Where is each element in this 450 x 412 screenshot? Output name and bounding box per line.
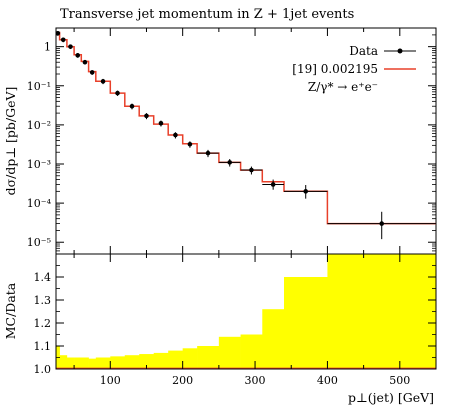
x-tick-label: 100: [100, 374, 121, 387]
mc-histogram-line: [56, 31, 436, 225]
ratio-band-bin: [110, 356, 126, 369]
data-point: [68, 44, 73, 49]
main-panel: 1 10⁻¹ 10⁻² 10⁻³ 10⁻⁴ 10⁻⁵ dσ/dp⊥ [pb/GeV] Da…: [3, 27, 437, 255]
data-point: [173, 132, 178, 138]
ratio-y-axis-label: MC/Data: [3, 282, 18, 339]
ratio-y-tick-label: 1.1: [34, 340, 52, 353]
ratio-band-bin: [240, 334, 263, 369]
main-y-tick-label: 10⁻³: [27, 158, 51, 171]
main-axis-ticks: 1 10⁻¹ 10⁻² 10⁻³ 10⁻⁴ 10⁻⁵: [27, 27, 437, 254]
main-y-tick-label: 10⁻⁴: [27, 197, 52, 210]
main-y-tick-label: 10⁻¹: [27, 80, 51, 93]
main-y-tick-label: 10⁻²: [27, 119, 51, 132]
legend-data-label: Data: [349, 44, 378, 58]
x-tick-label: 200: [172, 374, 193, 387]
ratio-y-tick-label: 1.3: [34, 294, 52, 307]
x-axis-label: p⊥(jet) [GeV]: [348, 390, 434, 405]
ratio-band-bin: [327, 254, 437, 369]
legend: Data [19] 0.002195 Z/γ* → e⁺e⁻: [292, 44, 416, 94]
data-point: [379, 221, 385, 226]
data-point: [303, 189, 309, 194]
ratio-band-bin: [284, 277, 328, 369]
ratio-band-bin: [182, 348, 198, 369]
data-point: [249, 167, 254, 173]
ratio-band-bin: [74, 357, 82, 369]
chart-title: Transverse jet momentum in Z + 1jet even…: [60, 7, 354, 22]
data-point: [100, 79, 106, 84]
mc-series: [56, 31, 436, 225]
ratio-band-bin: [262, 309, 285, 369]
ratio-band-bin: [139, 354, 155, 369]
main-y-tick-label: 10⁻⁵: [27, 236, 51, 249]
legend-process-label: Z/γ* → e⁺e⁻: [308, 80, 378, 94]
data-point: [60, 37, 66, 43]
data-point: [75, 53, 81, 58]
ratio-band-bin: [59, 355, 68, 369]
ratio-y-tick-label: 1.2: [34, 317, 52, 330]
data-point: [115, 90, 120, 96]
legend-mc-label: [19] 0.002195: [292, 62, 378, 76]
main-plot-frame: [55, 27, 437, 255]
ratio-band-bin: [168, 350, 183, 369]
ratio-band-bin: [88, 358, 97, 369]
data-point: [205, 150, 211, 156]
ratio-band-bin: [81, 357, 89, 369]
data-series: [55, 30, 436, 240]
x-tick-label: 500: [389, 374, 410, 387]
data-point: [227, 160, 233, 165]
ratio-band-bin: [197, 346, 220, 369]
data-point: [270, 182, 276, 187]
data-point: [158, 120, 164, 126]
data-point: [129, 103, 135, 109]
data-point: [55, 30, 61, 36]
data-point: [82, 59, 88, 65]
ratio-band-bin: [218, 336, 241, 369]
main-y-axis-label: dσ/dp⊥ [pb/GeV]: [3, 87, 18, 196]
x-tick-label: 300: [245, 374, 266, 387]
ratio-band: [56, 254, 437, 369]
ratio-y-tick-label: 1.4: [34, 271, 52, 284]
ratio-y-tick-label: 1.0: [34, 363, 52, 376]
ratio-band-bin: [66, 357, 75, 369]
x-tick-label: 400: [317, 374, 338, 387]
data-point: [89, 70, 95, 75]
ratio-band-bin: [124, 355, 140, 369]
ratio-axis-ticks: 1.0 1.1 1.2 1.3 1.4 100 200 300 400 500: [34, 254, 437, 387]
main-y-tick-label: 1: [44, 41, 51, 54]
ratio-band-bin: [95, 357, 111, 369]
ratio-panel: 1.0 1.1 1.2 1.3 1.4 100 200 300 400 500 MC/Data p…: [3, 253, 437, 405]
data-point: [144, 113, 149, 119]
ratio-band-bin: [153, 352, 169, 369]
data-point: [187, 141, 193, 147]
legend-data-marker: [397, 48, 403, 54]
